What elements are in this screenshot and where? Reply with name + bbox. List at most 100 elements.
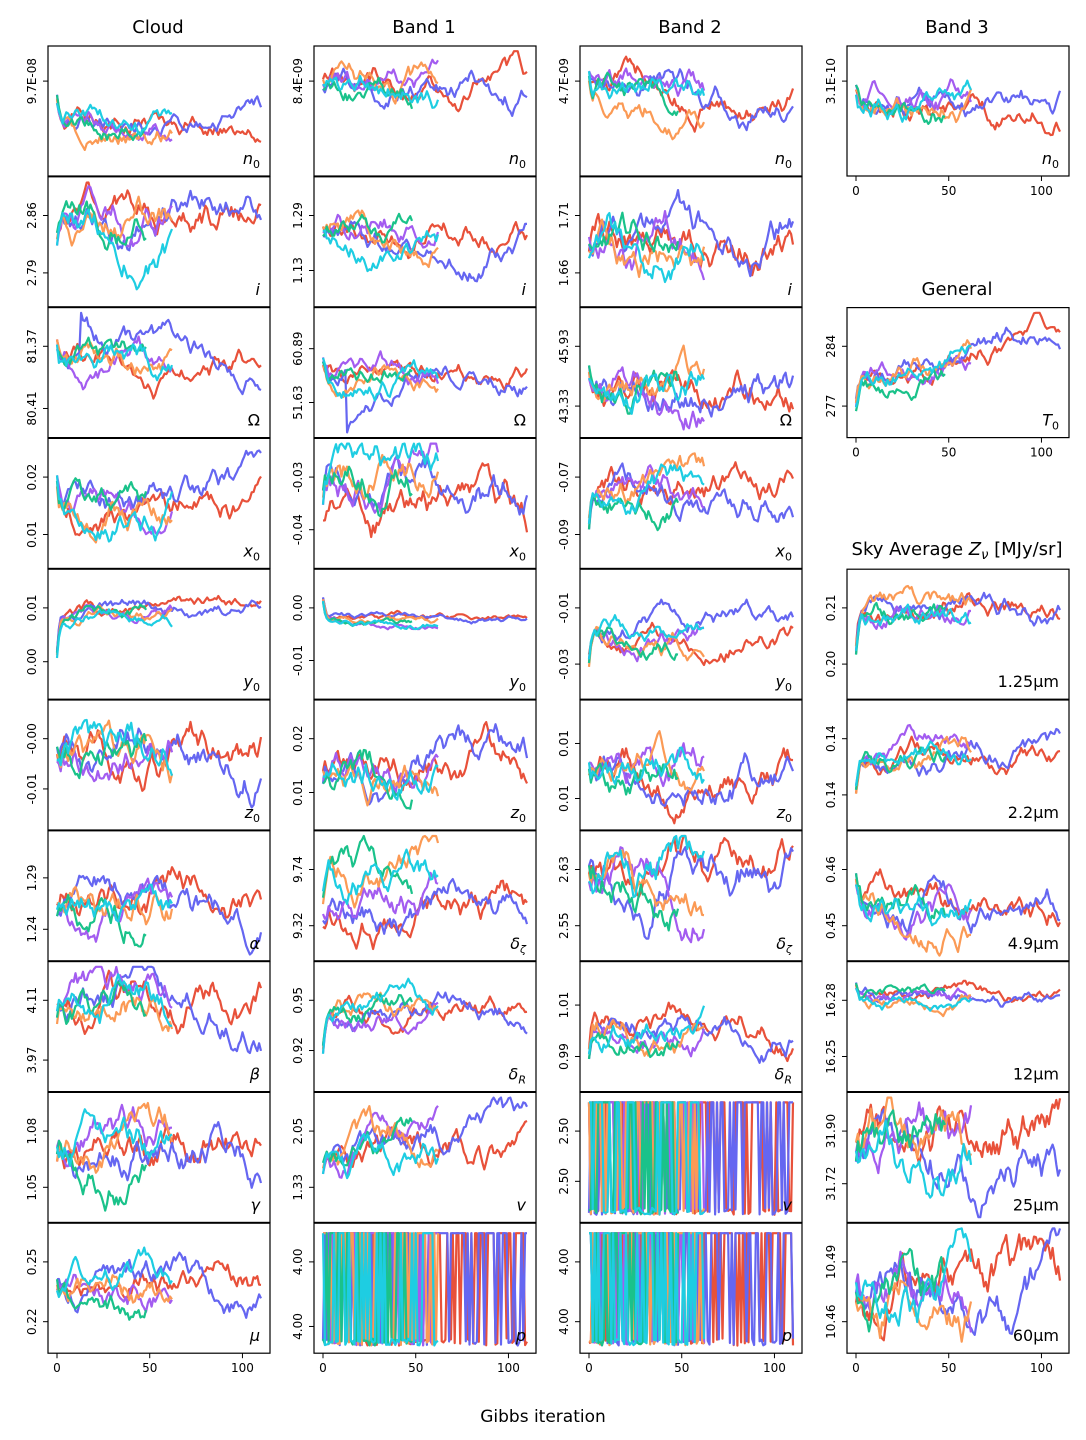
y-tick-label: 1.08 — [25, 1118, 39, 1145]
chain-line-3 — [321, 871, 439, 921]
panel-cloud-x0: 0.02 0.01 x0 — [25, 437, 271, 569]
y-tick-label: 1.01 — [557, 992, 571, 1019]
parameter-symbol: 4.9μm — [1008, 934, 1059, 953]
parameter-label: 12μm — [1013, 1065, 1059, 1084]
parameter-symbol: 2.2μm — [1008, 803, 1059, 822]
y-tick-label: 4.00 — [291, 1313, 305, 1340]
parameter-subscript: 0 — [253, 681, 260, 694]
panel-frame — [313, 176, 537, 308]
x-tick-label: 100 — [1030, 446, 1053, 460]
parameter-symbol: μ — [249, 1326, 260, 1345]
chain-line-6 — [854, 884, 973, 927]
chain-line-6 — [322, 762, 439, 801]
chain-line-1 — [587, 461, 795, 519]
panel-frame — [579, 1222, 803, 1354]
chain-line-3 — [321, 58, 439, 92]
panel-cloud-gamma: 1.08 1.05 γ — [25, 1091, 271, 1224]
sky-title-sub: ν — [981, 548, 988, 563]
chain-line-6 — [55, 608, 173, 659]
y-tick-label: 9.74 — [291, 856, 305, 883]
chain-line-3 — [588, 742, 705, 788]
chain-line-6 — [56, 718, 174, 776]
panel-band2-z0: 0.01 0.01 z0 — [557, 699, 803, 831]
parameter-label: Ω — [780, 411, 792, 430]
chain-line-5 — [589, 1232, 680, 1347]
parameter-symbol: i — [522, 280, 527, 299]
traces — [587, 1101, 795, 1216]
x-tick-label: 50 — [941, 184, 956, 198]
y-tick-label: 1.05 — [25, 1174, 39, 1201]
chain-line-5 — [587, 762, 679, 796]
parameter-label: 60μm — [1013, 1326, 1059, 1345]
chain-line-1 — [854, 979, 1061, 1003]
chain-line-6 — [55, 208, 174, 291]
traces — [587, 1001, 795, 1064]
chain-line-4 — [854, 1096, 973, 1160]
chain-line-2 — [587, 462, 795, 530]
x-tick-label: 50 — [408, 1361, 423, 1375]
panel-sky-60: 10.49 10.46 0 50 100 60μm — [824, 1222, 1070, 1375]
sky-title-text: Sky Average — [852, 539, 969, 560]
panel-band2-n0: 4.7E-09 n0 — [557, 45, 803, 177]
traces — [321, 209, 528, 283]
chain-line-5 — [854, 744, 947, 790]
chain-line-5 — [854, 1109, 946, 1162]
panel-band2-y0: -0.01 -0.03 y0 — [557, 568, 803, 700]
traces — [55, 311, 262, 400]
chain-line-6 — [321, 1133, 440, 1180]
chain-line-2 — [321, 597, 528, 625]
parameter-symbol: 25μm — [1013, 1195, 1059, 1214]
parameter-subscript: 0 — [253, 550, 260, 563]
panel-frame — [47, 1091, 271, 1224]
parameter-label: 4.9μm — [1008, 934, 1059, 953]
traces — [587, 730, 795, 825]
chain-line-5 — [322, 76, 414, 110]
parameter-label: i — [522, 280, 527, 299]
panel-frame — [846, 45, 1070, 177]
x-tick-label: 50 — [941, 446, 956, 460]
panel-frame — [313, 1222, 537, 1354]
panel-frame — [47, 437, 271, 569]
y-tick-label: -0.01 — [291, 645, 305, 676]
y-tick-label: -0.04 — [291, 514, 305, 545]
panel-cloud-i: 2.86 2.79 i — [25, 176, 271, 308]
parameter-symbol: n — [1042, 149, 1052, 168]
panel-frame — [579, 830, 803, 962]
x-tick-label: 100 — [231, 1361, 254, 1375]
y-tick-label: 0.00 — [25, 648, 39, 675]
chain-line-6 — [321, 1232, 439, 1347]
x-tick-label: 100 — [1030, 184, 1053, 198]
y-tick-label: 3.97 — [25, 1047, 39, 1074]
chain-line-3 — [587, 366, 705, 431]
panel-frame — [579, 960, 803, 1093]
parameter-label: Ω — [248, 411, 260, 430]
panel-cloud-n0: 9.7E-08 n0 — [25, 45, 271, 177]
parameter-subscript: 0 — [253, 812, 260, 825]
column-title-cloud: Cloud — [132, 17, 183, 38]
chain-line-3 — [55, 1103, 172, 1168]
parameter-label: x0 — [775, 541, 792, 563]
panel-frame — [47, 568, 271, 700]
chain-line-1 — [854, 1233, 1062, 1342]
y-tick-label: 2.63 — [557, 856, 571, 883]
chain-line-5 — [587, 495, 680, 532]
y-tick-label: 0.25 — [25, 1249, 39, 1276]
y-tick-label: 2.79 — [25, 260, 39, 287]
chain-line-5 — [55, 893, 147, 948]
chain-line-2 — [55, 449, 262, 510]
y-tick-label: 60.89 — [291, 332, 305, 366]
parameter-label: v — [517, 1195, 527, 1214]
chain-line-1 — [55, 594, 262, 655]
chain-line-4 — [321, 60, 439, 105]
panel-frame — [846, 830, 1070, 962]
parameter-symbol: n — [775, 149, 785, 168]
parameter-subscript: 0 — [785, 550, 792, 563]
panel-band2-p: 4.00 4.00 0 50 100 p — [557, 1222, 803, 1375]
y-tick-label: 10.49 — [824, 1245, 838, 1279]
y-tick-label: 1.29 — [25, 865, 39, 892]
chain-line-5 — [55, 732, 148, 780]
parameter-label: n0 — [243, 149, 260, 171]
panel-frame — [579, 437, 803, 569]
y-tick-label: -0.09 — [557, 519, 571, 550]
